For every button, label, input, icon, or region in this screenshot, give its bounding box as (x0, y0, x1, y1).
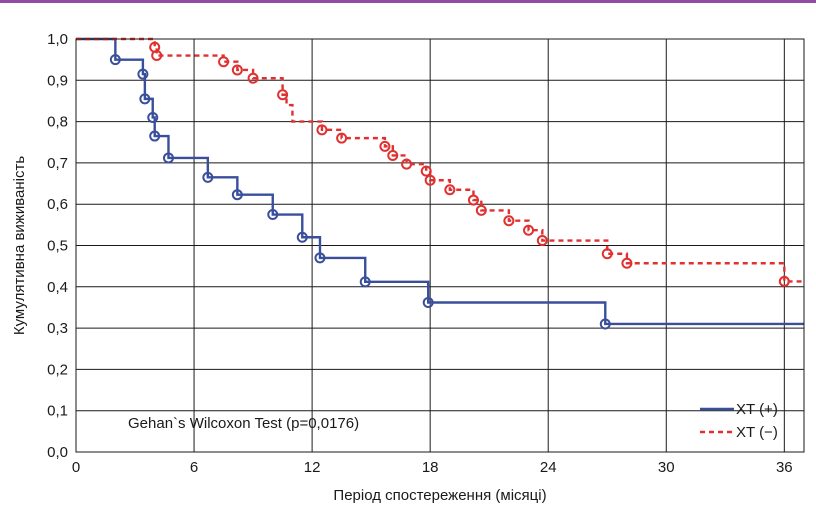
legend: XT (+) XT (−) (700, 401, 778, 441)
censor-mark (218, 56, 230, 68)
top-accent-rule (0, 0, 816, 3)
censor-mark (778, 275, 790, 287)
censor-mark (475, 204, 487, 216)
y-tick-label: 0,4 (47, 279, 68, 296)
series-line-0 (76, 37, 804, 326)
censor-mark (444, 184, 456, 196)
censor-mark (149, 130, 161, 142)
censor-mark (139, 93, 151, 105)
censor-mark (231, 189, 243, 201)
censor-mark (316, 124, 328, 136)
tick-labels: 0,0 0,1 0,2 0,3 0,4 0,5 0,6 0,7 0,8 0,9 1,0 0 6 12 18 2… (47, 31, 793, 476)
y-tick-label: 0,9 (47, 72, 68, 89)
x-tick-label: 30 (658, 459, 675, 476)
x-tick-label: 0 (72, 459, 80, 476)
y-tick-label: 1,0 (47, 31, 68, 48)
censor-mark (523, 224, 535, 236)
x-tick-label: 12 (304, 459, 321, 476)
censor-mark (424, 174, 436, 186)
y-tick-label: 0,0 (47, 444, 68, 461)
censor-mark (162, 152, 174, 164)
censor-mark (109, 54, 121, 66)
x-tick-label: 18 (422, 459, 439, 476)
y-tick-label: 0,5 (47, 238, 68, 255)
censor-mark (422, 296, 434, 308)
censor-mark (147, 111, 159, 123)
plot-frame (75, 38, 805, 453)
censor-mark (379, 140, 391, 152)
legend-label-xt-plus: XT (+) (736, 401, 778, 418)
censor-mark (536, 235, 548, 247)
y-tick-label: 0,2 (47, 361, 68, 378)
y-axis-title: Кумулятивна виживаність (11, 156, 28, 335)
y-tick-label: 0,1 (47, 403, 68, 420)
censor-mark (467, 194, 479, 206)
censor-mark (296, 231, 308, 243)
censor-mark (267, 209, 279, 221)
x-tick-label: 24 (540, 459, 557, 476)
y-tick-label: 0,7 (47, 155, 68, 172)
censor-mark (202, 171, 214, 183)
legend-label-xt-minus: XT (−) (736, 424, 778, 441)
censor-mark (231, 64, 243, 76)
censor-mark (601, 248, 613, 260)
x-tick-label: 36 (776, 459, 793, 476)
censor-mark (336, 132, 348, 144)
censor-mark (359, 276, 371, 288)
censor-mark (387, 149, 399, 161)
censor-mark (137, 68, 149, 80)
chart-grid (75, 38, 804, 453)
censor-mark (420, 165, 432, 177)
test-annotation: Gehan`s Wilcoxon Test (p=0,0176) (128, 415, 359, 432)
y-tick-label: 0,8 (47, 114, 68, 131)
censor-mark (599, 318, 611, 330)
censor-mark (247, 72, 259, 84)
x-tick-label: 6 (190, 459, 198, 476)
censor-mark (277, 89, 289, 101)
y-tick-label: 0,3 (47, 320, 68, 337)
censor-mark (151, 50, 163, 62)
censor-mark (401, 158, 413, 170)
censor-mark (503, 215, 515, 227)
censor-mark (621, 257, 633, 269)
series-layer (76, 37, 804, 330)
censor-mark (314, 252, 326, 264)
y-tick-label: 0,6 (47, 196, 68, 213)
x-axis-title: Період спостереження (місяці) (333, 487, 546, 504)
